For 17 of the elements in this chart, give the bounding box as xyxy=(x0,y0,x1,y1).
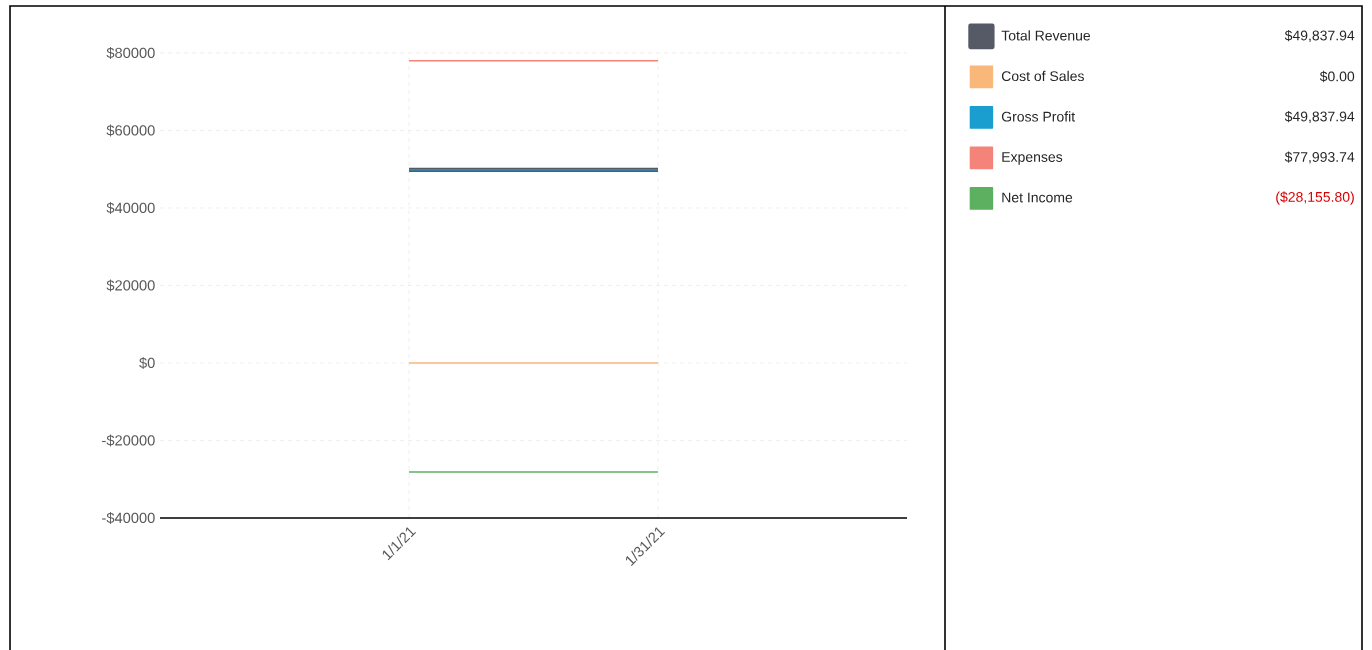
y-tick-label: -$20000 xyxy=(102,434,155,447)
text: ($28,155.80) xyxy=(1276,191,1354,205)
legend-label: Cost of Sales xyxy=(1001,70,1084,82)
legend-label: Expenses xyxy=(1002,152,1063,165)
text: $49,837.94 xyxy=(1284,29,1355,43)
y-tick-label: $80000 xyxy=(106,47,155,59)
text: $0.00 xyxy=(1319,70,1355,83)
y-tick-label: $20000 xyxy=(106,279,155,292)
y-tick-label: -$40000 xyxy=(102,512,155,524)
legend-label: Gross Profit xyxy=(1001,111,1076,122)
y-tick-label: $0 xyxy=(139,357,155,369)
y-tick-label: $40000 xyxy=(106,202,155,214)
y-tick-label: $60000 xyxy=(106,124,155,137)
text: $49,837.94 xyxy=(1284,110,1355,124)
legend-label: Net Income xyxy=(1002,192,1073,203)
legend-label: Total Revenue xyxy=(1001,30,1091,41)
text: $77,993.74 xyxy=(1284,151,1355,164)
